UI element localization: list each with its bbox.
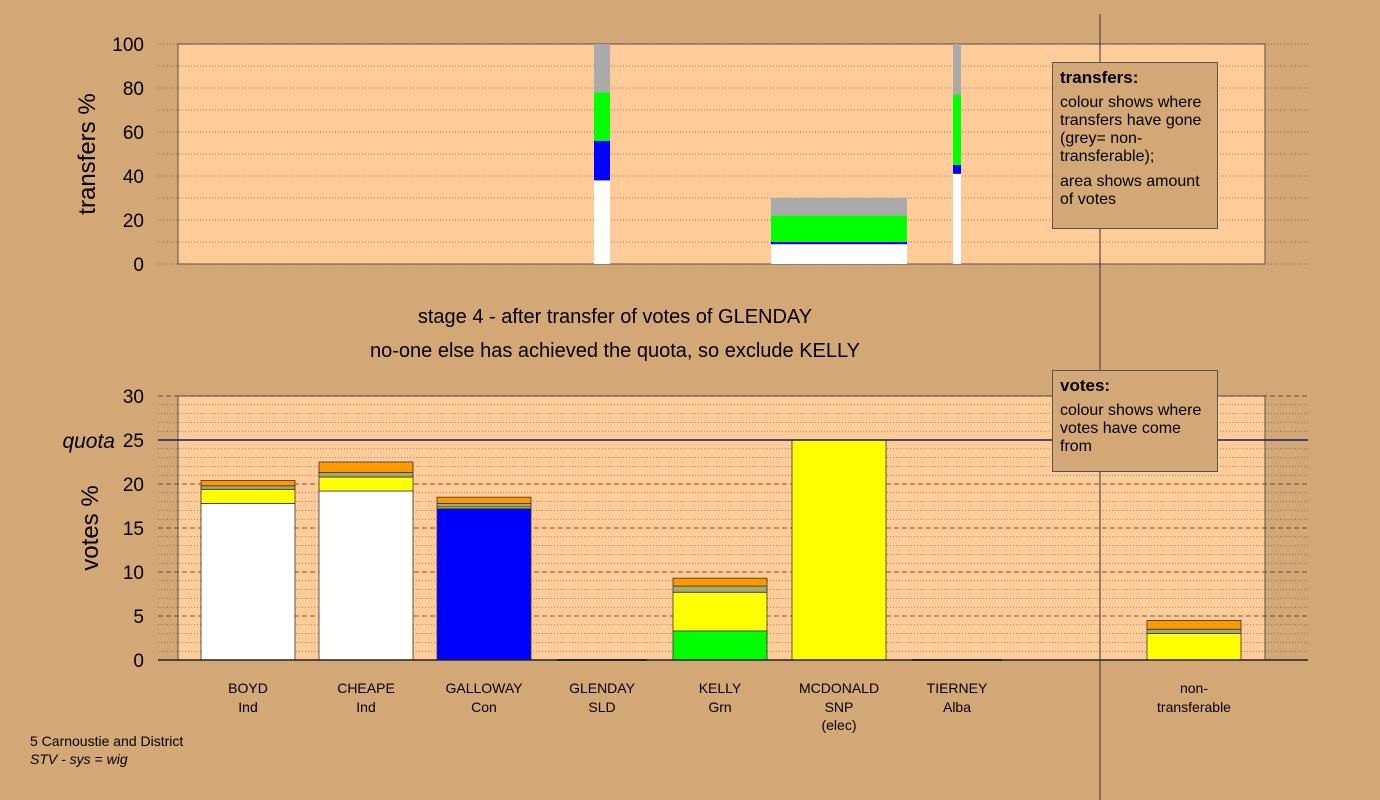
transfer-segment-glenday [594, 92, 610, 141]
candidate-party: Ind [238, 699, 257, 715]
candidate-labels: BOYD Ind CHEAPE Ind GALLOWAY Con GLENDAY SLD KEL… [228, 680, 1231, 733]
votes-legend: votes: colour shows where votes have com… [1052, 370, 1218, 472]
stage-decision: no-one else has achieved the quota, so e… [370, 340, 860, 362]
transfer-segment-mcdonald [771, 215, 907, 242]
votes-y-tick-label: 5 [133, 607, 144, 628]
transfer-segment-mcdonald [771, 198, 907, 216]
count-system: STV - sys = wig [30, 751, 128, 767]
candidate-name: CHEAPE [337, 680, 395, 696]
transfers-y-tick-label: 80 [123, 79, 144, 100]
transfer-segment-tierney [953, 165, 961, 174]
transfer-segment-mcdonald [771, 242, 907, 245]
votes-y-axis-label: votes % [77, 485, 104, 570]
transfer-segment-tierney [953, 173, 961, 264]
quota-label: quota [62, 430, 115, 453]
votes-legend-colour-text: colour shows where votes have come from [1060, 402, 1202, 455]
candidate-party: transferable [1157, 699, 1231, 715]
transfer-segment-tierney [953, 94, 961, 165]
candidate-name: KELLY [699, 680, 742, 696]
vote-segment-kelly [672, 591, 768, 632]
transfers-y-tick-label: 40 [123, 167, 144, 188]
transfers-legend: transfers: colour shows where transfers … [1052, 62, 1218, 229]
candidate-name: GALLOWAY [445, 680, 523, 696]
transfer-segment-glenday [594, 44, 610, 93]
transfers-y-tick-label: 100 [112, 35, 144, 56]
vote-segment-kelly [672, 630, 768, 661]
transfer-segment-glenday [594, 180, 610, 264]
votes-y-tick-label: 30 [123, 387, 144, 408]
candidate-party: Grn [708, 699, 731, 715]
transfers-legend-area-text: area shows amount of votes [1060, 173, 1200, 208]
vote-segment-non-transferable [1146, 633, 1242, 661]
transfer-segment-mcdonald [771, 244, 907, 264]
candidate-status: (elec) [821, 717, 856, 733]
candidate-name: BOYD [228, 680, 268, 696]
candidate-name: non- [1180, 680, 1208, 696]
candidate-party: Con [471, 699, 497, 715]
candidate-party: Ind [356, 699, 375, 715]
transfers-y-tick-label: 20 [123, 211, 144, 232]
vote-segment-boyd [200, 485, 296, 490]
vote-segment-kelly [672, 585, 768, 593]
transfers-y-tick-label: 0 [133, 255, 144, 276]
transfer-segment-glenday [594, 140, 610, 181]
votes-legend-title: votes: [1060, 376, 1111, 395]
transfer-segment-tierney [953, 44, 961, 95]
vote-segment-boyd [200, 480, 296, 487]
votes-y-tick-label: 20 [123, 475, 144, 496]
candidate-name: TIERNEY [927, 680, 988, 696]
stage-description: stage 4 - after transfer of votes of GLE… [418, 306, 812, 328]
vote-segment-cheape [318, 476, 414, 492]
vote-segment-non-transferable [1146, 628, 1242, 635]
vote-segment-galloway [436, 502, 532, 508]
votes-y-tick-label: 0 [133, 651, 144, 672]
candidate-party: SNP [825, 699, 854, 715]
vote-segment-non-transferable [1146, 620, 1242, 630]
vote-segment-cheape [318, 490, 414, 661]
transfers-y-tick-label: 60 [123, 123, 144, 144]
candidate-party: Alba [943, 699, 971, 715]
votes-y-tick-label: 10 [123, 563, 144, 584]
vote-segment-boyd [200, 502, 296, 661]
vote-segment-cheape [318, 472, 414, 478]
vote-segment-kelly [672, 577, 768, 587]
vote-segment-galloway [436, 496, 532, 504]
votes-y-tick-label: 25 [123, 431, 144, 452]
candidate-party: SLD [588, 699, 615, 715]
vote-segment-galloway [436, 508, 532, 661]
footer: 5 Carnoustie and District STV - sys = wi… [30, 732, 183, 768]
candidate-name: GLENDAY [569, 680, 636, 696]
votes-y-tick-label: 15 [123, 519, 144, 540]
transfers-y-axis-label: transfers % [74, 93, 101, 214]
candidate-name: MCDONALD [799, 680, 879, 696]
vote-segment-cheape [318, 461, 414, 473]
transfers-legend-title: transfers: [1060, 68, 1139, 87]
transfers-legend-colour-text: colour shows where transfers have gone (… [1060, 94, 1202, 165]
vote-segment-mcdonald [791, 439, 887, 661]
vote-segment-boyd [200, 488, 296, 504]
ward-name: 5 Carnoustie and District [30, 733, 184, 749]
